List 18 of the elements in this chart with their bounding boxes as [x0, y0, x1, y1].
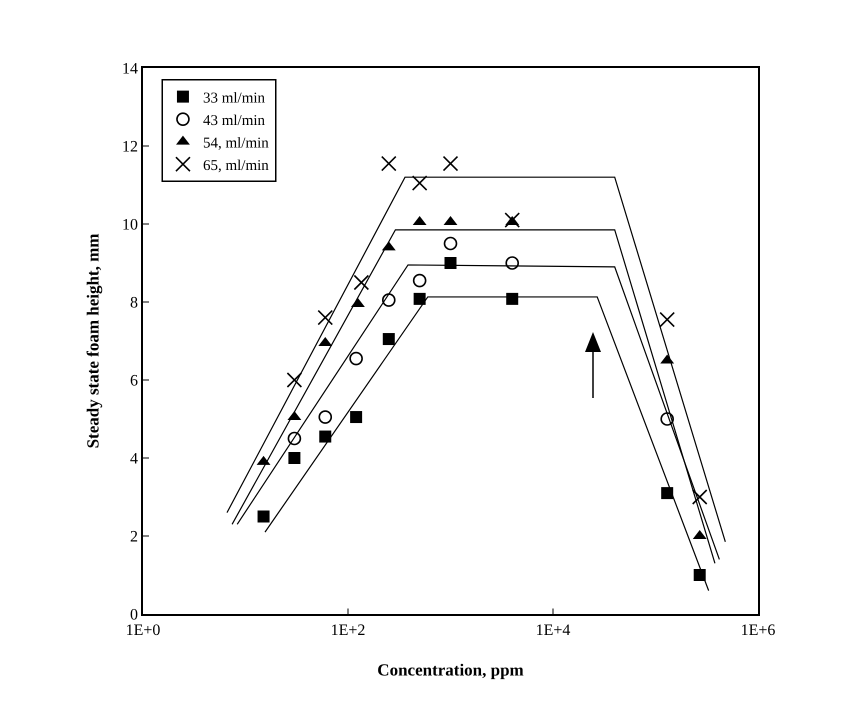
x-tick-label: 1E+0	[126, 622, 160, 639]
y-tick-label: 0	[130, 606, 138, 624]
legend-label: 43 ml/min	[202, 113, 266, 130]
x-axis-title: Concentration, ppm	[377, 660, 524, 680]
x-tick-label: 1E+2	[330, 622, 366, 639]
legend-label: 65, ml/min	[202, 158, 270, 174]
y-tick-label: 2	[130, 528, 138, 546]
y-tick-label: 10	[122, 216, 138, 234]
y-tick-label: 6	[130, 372, 138, 390]
x-tick-label: 1E+6	[740, 622, 776, 639]
y-tick-label: 4	[130, 450, 138, 468]
legend-label: 33 ml/min	[202, 90, 266, 107]
legend-label: 54, ml/min	[202, 136, 270, 152]
y-tick-label: 12	[122, 138, 138, 156]
y-axis-title: Steady state foam height, mm	[84, 234, 102, 448]
y-tick-label: 8	[130, 294, 138, 312]
y-tick-label: 14	[122, 60, 138, 78]
x-tick-label: 1E+4	[536, 622, 570, 639]
